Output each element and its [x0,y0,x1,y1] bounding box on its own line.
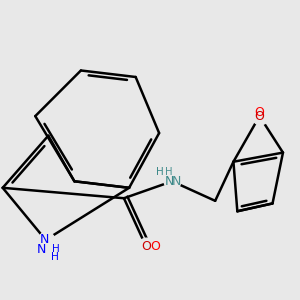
Text: N: N [171,175,181,188]
Text: H: H [52,244,60,254]
Text: O: O [151,240,160,253]
Text: O: O [255,110,264,123]
Text: N: N [40,233,49,246]
Text: O: O [255,106,264,119]
Text: H: H [156,167,164,177]
Text: N: N [165,175,175,188]
Text: H: H [51,252,59,262]
Text: N: N [37,243,46,256]
Text: O: O [141,240,151,253]
Text: H: H [164,167,172,177]
